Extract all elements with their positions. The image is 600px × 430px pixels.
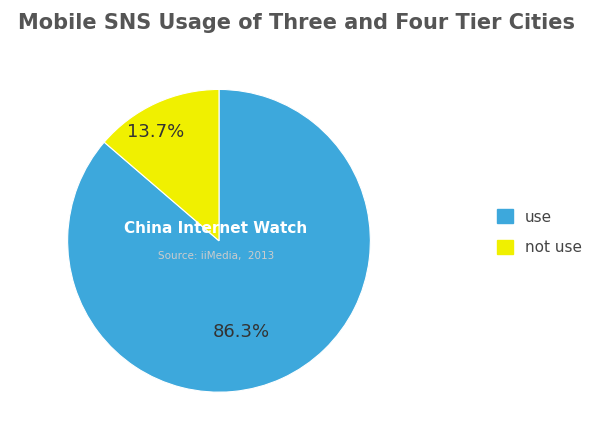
Legend: use, not use: use, not use [493, 205, 586, 259]
Text: China Internet Watch: China Internet Watch [124, 221, 308, 236]
Text: 13.7%: 13.7% [127, 123, 184, 141]
Wedge shape [68, 89, 370, 392]
Text: Mobile SNS Usage of Three and Four Tier Cities: Mobile SNS Usage of Three and Four Tier … [18, 13, 575, 33]
Text: 86.3%: 86.3% [213, 322, 270, 341]
Text: Source: iiMedia,  2013: Source: iiMedia, 2013 [158, 251, 274, 261]
Wedge shape [104, 89, 219, 241]
